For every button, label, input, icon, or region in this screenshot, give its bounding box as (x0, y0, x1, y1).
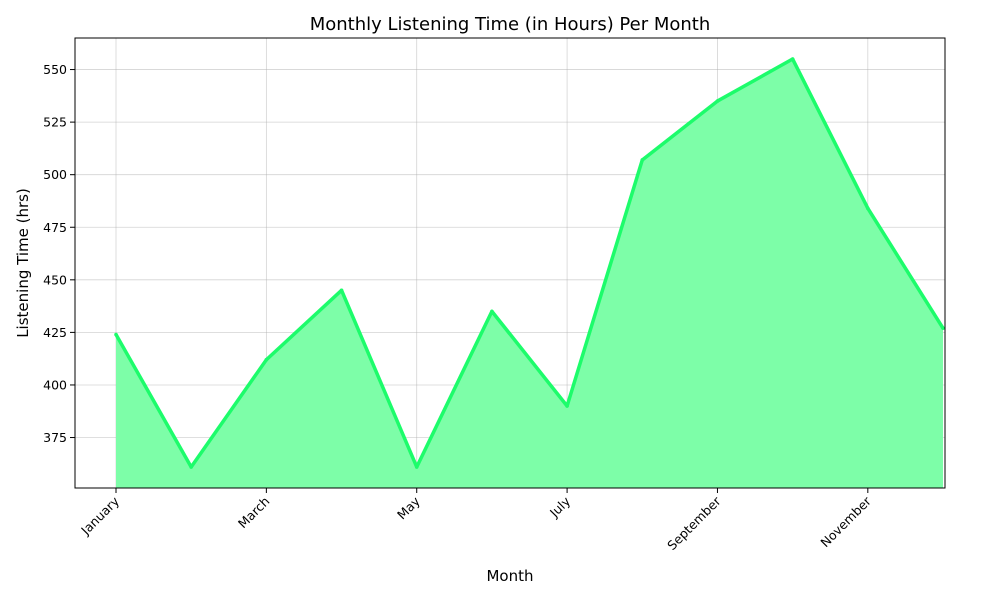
x-tick-label: January (77, 493, 122, 538)
data-point-december (941, 326, 945, 330)
data-point-august (640, 158, 645, 162)
y-tick-label: 425 (43, 325, 67, 340)
x-tick-label: September (664, 493, 724, 553)
data-point-february (189, 465, 193, 469)
data-point-october (790, 57, 795, 61)
y-tick-label: 375 (43, 430, 67, 445)
x-tick-label: July (546, 493, 574, 521)
data-point-january (114, 332, 118, 337)
data-point-september (715, 99, 720, 103)
data-points (114, 57, 945, 469)
y-axis-label: Listening Time (hrs) (14, 188, 32, 338)
series-line (114, 57, 945, 469)
data-point-march (264, 357, 269, 362)
y-axis-ticks: 375 400 425 450 475 500 525 550 (43, 62, 75, 445)
y-tick-label: 550 (43, 62, 67, 77)
y-tick-label: 400 (43, 377, 67, 392)
x-axis-label: Month (486, 567, 533, 585)
data-point-june (490, 309, 494, 314)
plot-frame (74, 37, 946, 489)
x-axis-ticks: January March May July September November (77, 488, 875, 553)
x-tick-label: November (817, 493, 874, 550)
area-fill (116, 59, 943, 488)
x-tick-label: May (394, 493, 423, 522)
x-tick-label: March (235, 494, 273, 532)
data-point-april (339, 288, 344, 293)
data-point-november (866, 206, 870, 211)
y-tick-label: 525 (43, 115, 67, 130)
y-tick-label: 500 (43, 167, 67, 182)
data-point-july (565, 404, 569, 408)
data-point-may (414, 465, 419, 469)
y-tick-label: 450 (43, 272, 67, 287)
y-tick-label: 475 (43, 220, 67, 235)
chart-title: Monthly Listening Time (in Hours) Per Mo… (310, 14, 711, 35)
